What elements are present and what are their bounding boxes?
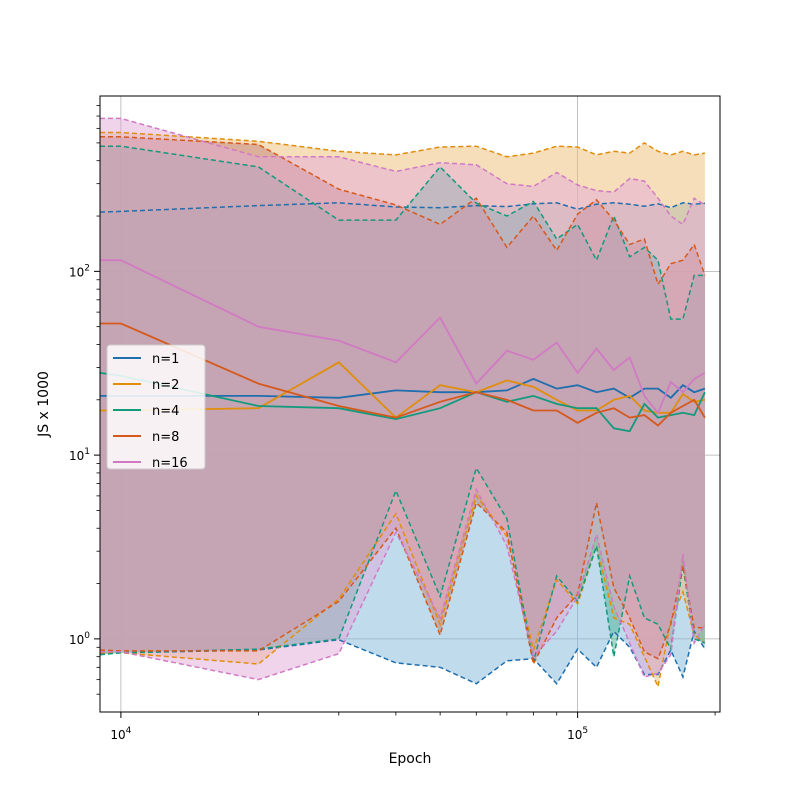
lower-bound-n=4 xyxy=(100,466,706,662)
legend-label-n=16: n=16 xyxy=(152,456,188,471)
legend: n=1 n=2 n=4 n=8 n=16 xyxy=(106,344,206,471)
upper-bound-n=1 xyxy=(100,202,705,213)
y-tick-label: 100 xyxy=(69,631,90,647)
minor-ticks xyxy=(96,104,716,716)
x-tick-label: 105 xyxy=(567,726,588,742)
legend-label-n=1: n=1 xyxy=(152,352,179,367)
line-n=1 xyxy=(100,377,706,399)
legend-label-n=4: n=4 xyxy=(152,404,179,419)
plot-area: 104 105 100 101 102 n=1 n=2 n=4 n=8 n=16 xyxy=(69,95,721,742)
x-axis-label: Epoch xyxy=(389,751,432,767)
legend-label-n=2: n=2 xyxy=(152,378,179,393)
y-tick-label: 102 xyxy=(69,263,90,279)
legend-label-n=8: n=8 xyxy=(152,430,179,445)
y-tick-label: 101 xyxy=(69,447,90,463)
lower-bound-n=16 xyxy=(100,487,706,681)
major-ticks: 104 105 100 101 102 xyxy=(69,263,588,742)
legend-box xyxy=(106,344,206,470)
lower-bound-n=1 xyxy=(100,629,706,685)
lower-bound-n=2 xyxy=(100,494,706,690)
upper-bound-n=8 xyxy=(100,136,706,287)
plot-frame xyxy=(99,95,721,713)
upper-bound-n=16 xyxy=(100,117,706,226)
band-n=16 xyxy=(100,118,705,680)
line-n=16 xyxy=(100,259,706,415)
upper-bound-n=2 xyxy=(100,131,706,158)
y-axis-label: JS x 1000 xyxy=(36,371,52,438)
series-layer xyxy=(100,117,706,690)
lower-bound-n=8 xyxy=(100,501,705,667)
line-n=8 xyxy=(100,322,706,427)
x-tick-label: 104 xyxy=(110,726,131,742)
